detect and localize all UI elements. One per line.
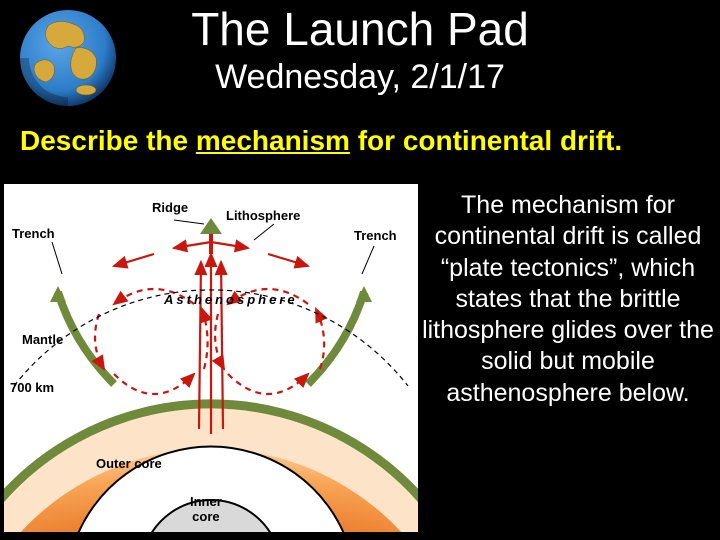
prompt-pre: Describe the: [20, 125, 196, 156]
label-inner-core: Inner core: [190, 494, 222, 524]
label-trench-left: Trench: [12, 226, 55, 241]
slide-subtitle: Wednesday, 2/1/17: [0, 58, 720, 97]
label-ridge: Ridge: [152, 200, 188, 215]
prompt-underline: mechanism: [196, 125, 350, 156]
label-mantle: Mantle: [22, 332, 63, 347]
prompt-text: Describe the mechanism for continental d…: [20, 125, 700, 157]
slide-title: The Launch Pad: [0, 2, 720, 56]
label-trench-right: Trench: [354, 228, 397, 243]
label-depth: 700 km: [10, 380, 54, 395]
label-outer-core: Outer core: [96, 456, 162, 471]
label-lithosphere: Lithosphere: [226, 208, 300, 223]
earth-cross-section-diagram: Trench Ridge Lithosphere Trench Asthenos…: [4, 184, 418, 532]
label-asthenosphere: Asthenosphere: [164, 292, 298, 307]
prompt-post: for continental drift.: [350, 125, 622, 156]
answer-text: The mechanism for continental drift is c…: [420, 190, 716, 409]
